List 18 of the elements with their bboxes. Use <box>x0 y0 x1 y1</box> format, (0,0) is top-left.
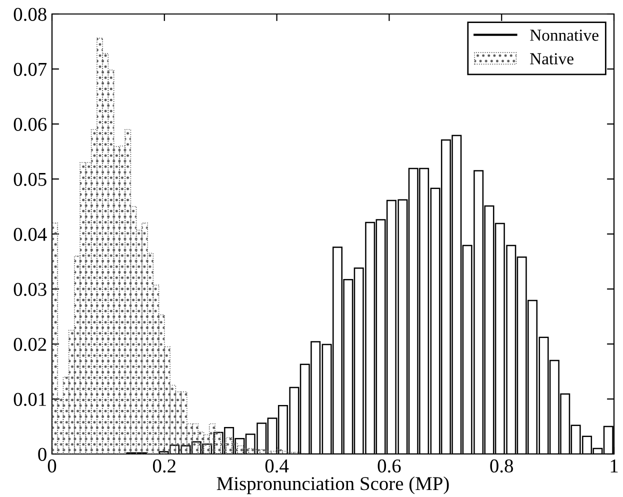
x-tick-label: 0 <box>48 459 56 473</box>
y-tick-label: 0.03 <box>14 282 46 296</box>
y-tick-label: 0.06 <box>14 118 47 132</box>
x-axis-title: Mispronunciation Score (MP) <box>216 476 449 494</box>
y-tick-label: 0.04 <box>14 228 47 242</box>
x-tick-label: 0.6 <box>378 459 401 473</box>
y-tick-label: 0.01 <box>14 392 46 406</box>
y-tick-label: 0.05 <box>14 172 46 186</box>
y-tick-label: 0 <box>38 448 46 461</box>
x-tick-label: 0.4 <box>265 459 289 473</box>
legend-label: Nonnative <box>530 30 598 41</box>
y-tick-label: 0.08 <box>14 8 46 22</box>
legend-label: Native <box>530 53 574 64</box>
y-tick-label: 0.07 <box>14 62 47 76</box>
y-tick-label: 0.02 <box>14 338 46 352</box>
x-tick-label: 0.2 <box>152 459 176 473</box>
x-tick-label: 0.8 <box>490 459 514 473</box>
x-tick-label: 1 <box>610 460 618 472</box>
